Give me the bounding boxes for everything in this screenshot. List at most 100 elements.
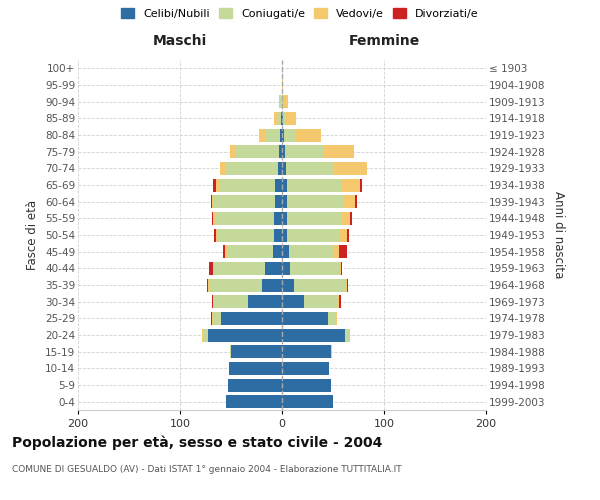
Bar: [282, 328, 345, 342]
Bar: [215, 212, 274, 225]
Bar: [211, 312, 212, 325]
Bar: [236, 145, 279, 158]
Bar: [282, 128, 284, 141]
Bar: [281, 112, 282, 125]
Bar: [331, 345, 332, 358]
Bar: [212, 195, 214, 208]
Bar: [282, 178, 287, 192]
Bar: [347, 228, 349, 241]
Bar: [359, 178, 362, 192]
Bar: [209, 262, 212, 275]
Bar: [226, 395, 282, 408]
Bar: [278, 162, 282, 175]
Bar: [223, 245, 225, 258]
Bar: [218, 228, 274, 241]
Bar: [265, 262, 282, 275]
Bar: [338, 295, 339, 308]
Bar: [277, 112, 281, 125]
Bar: [282, 312, 328, 325]
Bar: [209, 278, 262, 291]
Bar: [274, 112, 277, 125]
Bar: [279, 145, 282, 158]
Bar: [274, 228, 282, 241]
Bar: [345, 278, 347, 291]
Bar: [285, 145, 324, 158]
Bar: [216, 228, 218, 241]
Bar: [273, 245, 282, 258]
Bar: [286, 112, 296, 125]
Text: COMUNE DI GESUALDO (AV) - Dati ISTAT 1° gennaio 2004 - Elaborazione TUTTITALIA.I: COMUNE DI GESUALDO (AV) - Dati ISTAT 1° …: [12, 465, 401, 474]
Bar: [275, 178, 282, 192]
Text: Femmine: Femmine: [349, 34, 419, 48]
Bar: [287, 178, 341, 192]
Bar: [212, 312, 221, 325]
Bar: [341, 178, 359, 192]
Bar: [208, 328, 282, 342]
Bar: [284, 128, 296, 141]
Bar: [341, 262, 342, 275]
Bar: [282, 278, 294, 291]
Bar: [289, 245, 334, 258]
Bar: [336, 312, 337, 325]
Bar: [208, 278, 209, 291]
Bar: [219, 178, 275, 192]
Bar: [262, 278, 282, 291]
Bar: [225, 162, 278, 175]
Bar: [294, 278, 345, 291]
Bar: [324, 145, 355, 158]
Bar: [283, 95, 288, 108]
Bar: [212, 212, 215, 225]
Bar: [282, 378, 331, 392]
Bar: [230, 345, 231, 358]
Bar: [229, 362, 282, 375]
Bar: [287, 195, 343, 208]
Text: Popolazione per età, sesso e stato civile - 2004: Popolazione per età, sesso e stato civil…: [12, 435, 382, 450]
Bar: [212, 262, 214, 275]
Y-axis label: Fasce di età: Fasce di età: [26, 200, 40, 270]
Bar: [286, 162, 334, 175]
Bar: [202, 328, 203, 342]
Bar: [280, 128, 282, 141]
Bar: [206, 278, 208, 291]
Bar: [266, 128, 280, 141]
Bar: [339, 295, 341, 308]
Bar: [343, 195, 355, 208]
Bar: [350, 212, 352, 225]
Bar: [259, 128, 266, 141]
Bar: [283, 112, 286, 125]
Bar: [282, 212, 287, 225]
Bar: [211, 195, 212, 208]
Bar: [347, 278, 349, 291]
Bar: [274, 212, 282, 225]
Bar: [231, 345, 282, 358]
Bar: [282, 295, 304, 308]
Bar: [282, 112, 283, 125]
Bar: [339, 262, 341, 275]
Bar: [290, 262, 339, 275]
Y-axis label: Anni di nascita: Anni di nascita: [552, 192, 565, 278]
Bar: [282, 162, 286, 175]
Bar: [282, 262, 290, 275]
Bar: [296, 128, 321, 141]
Bar: [225, 245, 227, 258]
Bar: [214, 195, 275, 208]
Bar: [216, 178, 219, 192]
Bar: [339, 245, 347, 258]
Bar: [275, 195, 282, 208]
Bar: [282, 95, 283, 108]
Bar: [341, 212, 350, 225]
Bar: [214, 228, 216, 241]
Bar: [287, 228, 340, 241]
Bar: [349, 328, 350, 342]
Bar: [304, 295, 338, 308]
Bar: [282, 345, 331, 358]
Bar: [345, 328, 349, 342]
Bar: [282, 145, 285, 158]
Bar: [279, 95, 280, 108]
Bar: [328, 312, 336, 325]
Bar: [280, 95, 282, 108]
Text: Maschi: Maschi: [153, 34, 207, 48]
Bar: [214, 262, 265, 275]
Bar: [282, 362, 329, 375]
Bar: [221, 312, 282, 325]
